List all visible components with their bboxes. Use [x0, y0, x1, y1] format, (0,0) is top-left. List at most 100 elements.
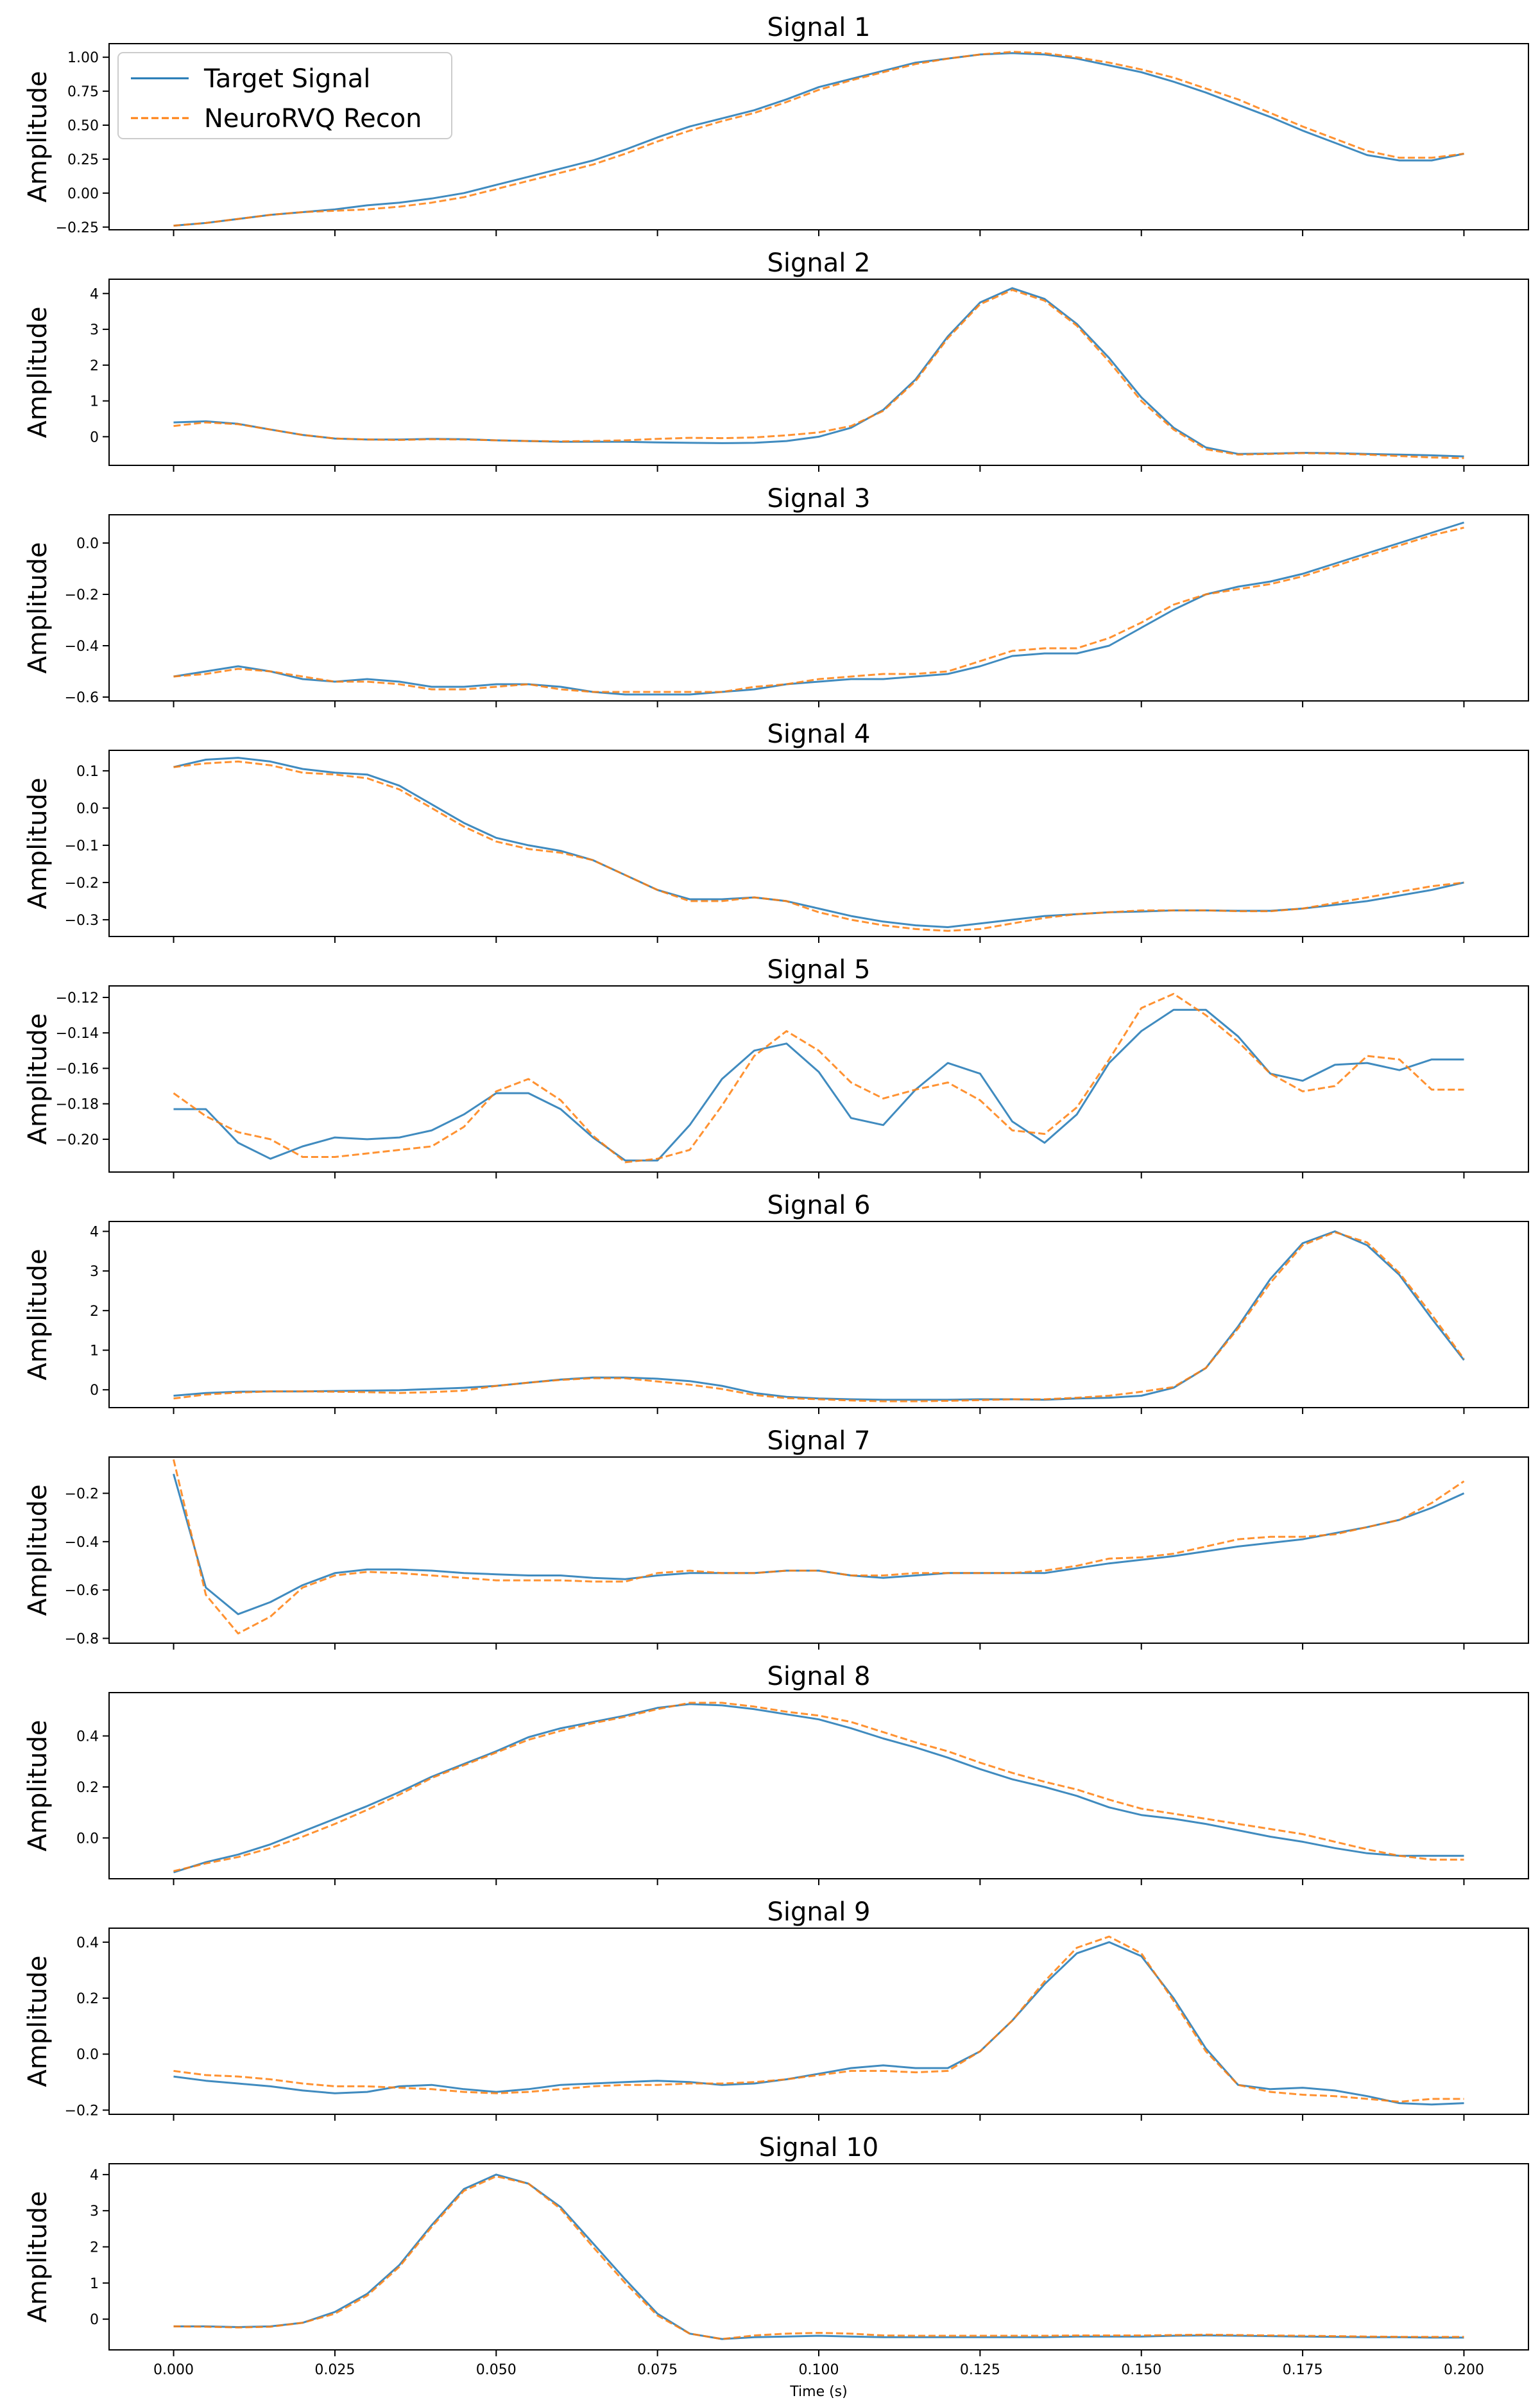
panel-7-series-target [173, 1473, 1465, 1616]
panel-9-title: Signal 9 [767, 1897, 870, 1927]
panel-10-ytick-label: 0 [90, 2312, 99, 2328]
panel-8-ytick-label: 0.0 [76, 1831, 99, 1847]
panel-5-ytick-label: −0.18 [56, 1097, 99, 1113]
panel-2-ytick-label: 1 [90, 394, 99, 410]
panel-2-series-recon [173, 289, 1464, 460]
panel-10-ytick-label: 4 [90, 2168, 99, 2184]
panel-1-ytick-label: 0.75 [67, 84, 99, 100]
x-tick-label: 0.175 [1283, 2362, 1323, 2378]
panel-3-ytick-label: 0.0 [76, 536, 99, 552]
panel-2-ytick-label: 0 [90, 429, 99, 445]
x-tick-label: 0.000 [153, 2362, 194, 2378]
panel-3-ytick-label: −0.6 [65, 690, 99, 706]
panel-5: Signal 5 Amplitude −0.20 −0.18 −0.16 −0.14 −0.… [23, 955, 1529, 1178]
panel-6-title: Signal 6 [767, 1191, 870, 1220]
panel-6-ytick-label: 2 [90, 1304, 99, 1320]
panel-1-ytick-label: 1.00 [67, 50, 99, 66]
panel-8-title: Signal 8 [767, 1662, 870, 1691]
panel-5-ylabel: Amplitude [23, 1014, 53, 1145]
panel-2-ytick-label: 4 [90, 286, 99, 302]
panel-6-series-target [173, 1230, 1465, 1401]
panel-9: Signal 9 Amplitude −0.2 0.0 0.2 0.4 [23, 1897, 1529, 2121]
panel-1-ytick-label: 0.50 [67, 118, 99, 134]
panel-5-ytick-label: −0.14 [56, 1026, 99, 1042]
panel-6-frame [108, 1221, 1529, 1408]
panel-7-ytick-label: −0.8 [65, 1631, 99, 1647]
panel-9-ytick-label: 0.4 [76, 1935, 99, 1951]
panel-6-series-recon [173, 1231, 1465, 1402]
panel-6-ylabel: Amplitude [23, 1249, 53, 1381]
x-tick-label: 0.050 [476, 2362, 517, 2378]
panel-6-ytick-label: 3 [90, 1264, 99, 1280]
panel-1-ylabel: Amplitude [23, 71, 53, 203]
panel-3-series-recon [173, 526, 1464, 693]
panel-8-ytick-label: 0.2 [76, 1780, 99, 1796]
legend-box [117, 52, 452, 139]
panel-3-ylabel: Amplitude [23, 542, 53, 674]
panel-4-ytick-label: 0.1 [76, 764, 99, 780]
panel-5-frame [108, 985, 1529, 1173]
panel-9-frame [108, 1928, 1529, 2115]
panel-2-ylabel: Amplitude [23, 307, 53, 438]
panel-4-title: Signal 4 [767, 720, 870, 749]
panel-6: Signal 6 Amplitude 0 1 2 3 4 [23, 1191, 1529, 1414]
panel-6-ytick-label: 4 [90, 1224, 99, 1240]
panel-1-series-recon [173, 51, 1464, 227]
panel-5-ytick-label: −0.20 [56, 1132, 99, 1148]
panel-1-frame [108, 43, 1529, 230]
panel-7-frame [108, 1456, 1529, 1644]
panel-4: Signal 4 Amplitude −0.3 −0.2 −0.1 0.0 0.1 [23, 720, 1529, 943]
panel-9-ytick-label: −0.2 [65, 2103, 99, 2119]
panel-10-ytick-label: 3 [90, 2204, 99, 2220]
panel-10-frame [108, 2163, 1529, 2351]
panel-2-ytick-label: 2 [90, 358, 99, 374]
panel-10-series-target [173, 2173, 1464, 2340]
panel-7-ylabel: Amplitude [23, 1485, 53, 1616]
panel-2: Signal 2 Amplitude 0 1 2 3 4 [23, 248, 1529, 472]
panel-7: Signal 7 Amplitude −0.8 −0.6 −0.4 −0.2 [23, 1426, 1529, 1650]
panel-9-ytick-label: 0.2 [76, 1991, 99, 2007]
panel-8-ytick-label: 0.4 [76, 1729, 99, 1745]
panel-3-series-target [173, 521, 1464, 696]
panel-10: Signal 10 Amplitude 0 1 2 3 4 0.000 0.025 0.050 0.… [23, 2133, 1529, 2400]
panel-9-ytick-label: 0.0 [76, 2047, 99, 2063]
x-tick-label: 0.075 [637, 2362, 678, 2378]
panel-7-title: Signal 7 [767, 1426, 870, 1456]
panel-1-ytick-label: 0.25 [67, 152, 99, 168]
panel-10-ytick-label: 2 [90, 2240, 99, 2256]
panel-10-ylabel: Amplitude [23, 2191, 53, 2323]
panel-4-ytick-label: −0.3 [65, 913, 99, 929]
x-tick-label: 0.025 [314, 2362, 355, 2378]
panel-4-ytick-label: −0.1 [65, 838, 99, 854]
panel-6-ytick-label: 1 [90, 1343, 99, 1359]
panel-7-series-recon [173, 1459, 1465, 1635]
legend: Target Signal NeuroRVQ Recon [117, 52, 452, 139]
panel-8-ylabel: Amplitude [23, 1720, 53, 1852]
panel-7-ytick-label: −0.2 [65, 1486, 99, 1502]
panel-7-ytick-label: −0.6 [65, 1583, 99, 1599]
x-tick-label: 0.150 [1121, 2362, 1161, 2378]
panel-8: Signal 8 Amplitude 0.0 0.2 0.4 [23, 1662, 1529, 1885]
panel-5-series-target [173, 1008, 1464, 1162]
x-axis-label: Time (s) [789, 2384, 847, 2400]
panel-4-series-target [173, 757, 1464, 928]
panel-5-title: Signal 5 [767, 955, 870, 985]
panel-8-frame [108, 1692, 1529, 1879]
panel-7-ytick-label: −0.4 [65, 1535, 99, 1551]
panel-1-ytick-label: 0.00 [67, 186, 99, 202]
panel-3-ytick-label: −0.4 [65, 639, 99, 655]
panel-10-title: Signal 10 [759, 2133, 878, 2162]
panel-9-series-recon [173, 1935, 1464, 2103]
legend-label-recon: NeuroRVQ Recon [204, 104, 422, 134]
panel-4-ytick-label: 0.0 [76, 801, 99, 817]
panel-2-ytick-label: 3 [90, 322, 99, 338]
panel-8-series-target [173, 1703, 1464, 1874]
panel-1-title: Signal 1 [767, 13, 870, 42]
panel-1-series-target [173, 52, 1464, 227]
panel-4-series-recon [173, 760, 1464, 932]
panel-5-series-recon [173, 992, 1464, 1164]
panel-2-title: Signal 2 [767, 248, 870, 278]
x-tick-label: 0.125 [960, 2362, 1000, 2378]
panel-1-ytick-label: −0.25 [56, 220, 99, 236]
